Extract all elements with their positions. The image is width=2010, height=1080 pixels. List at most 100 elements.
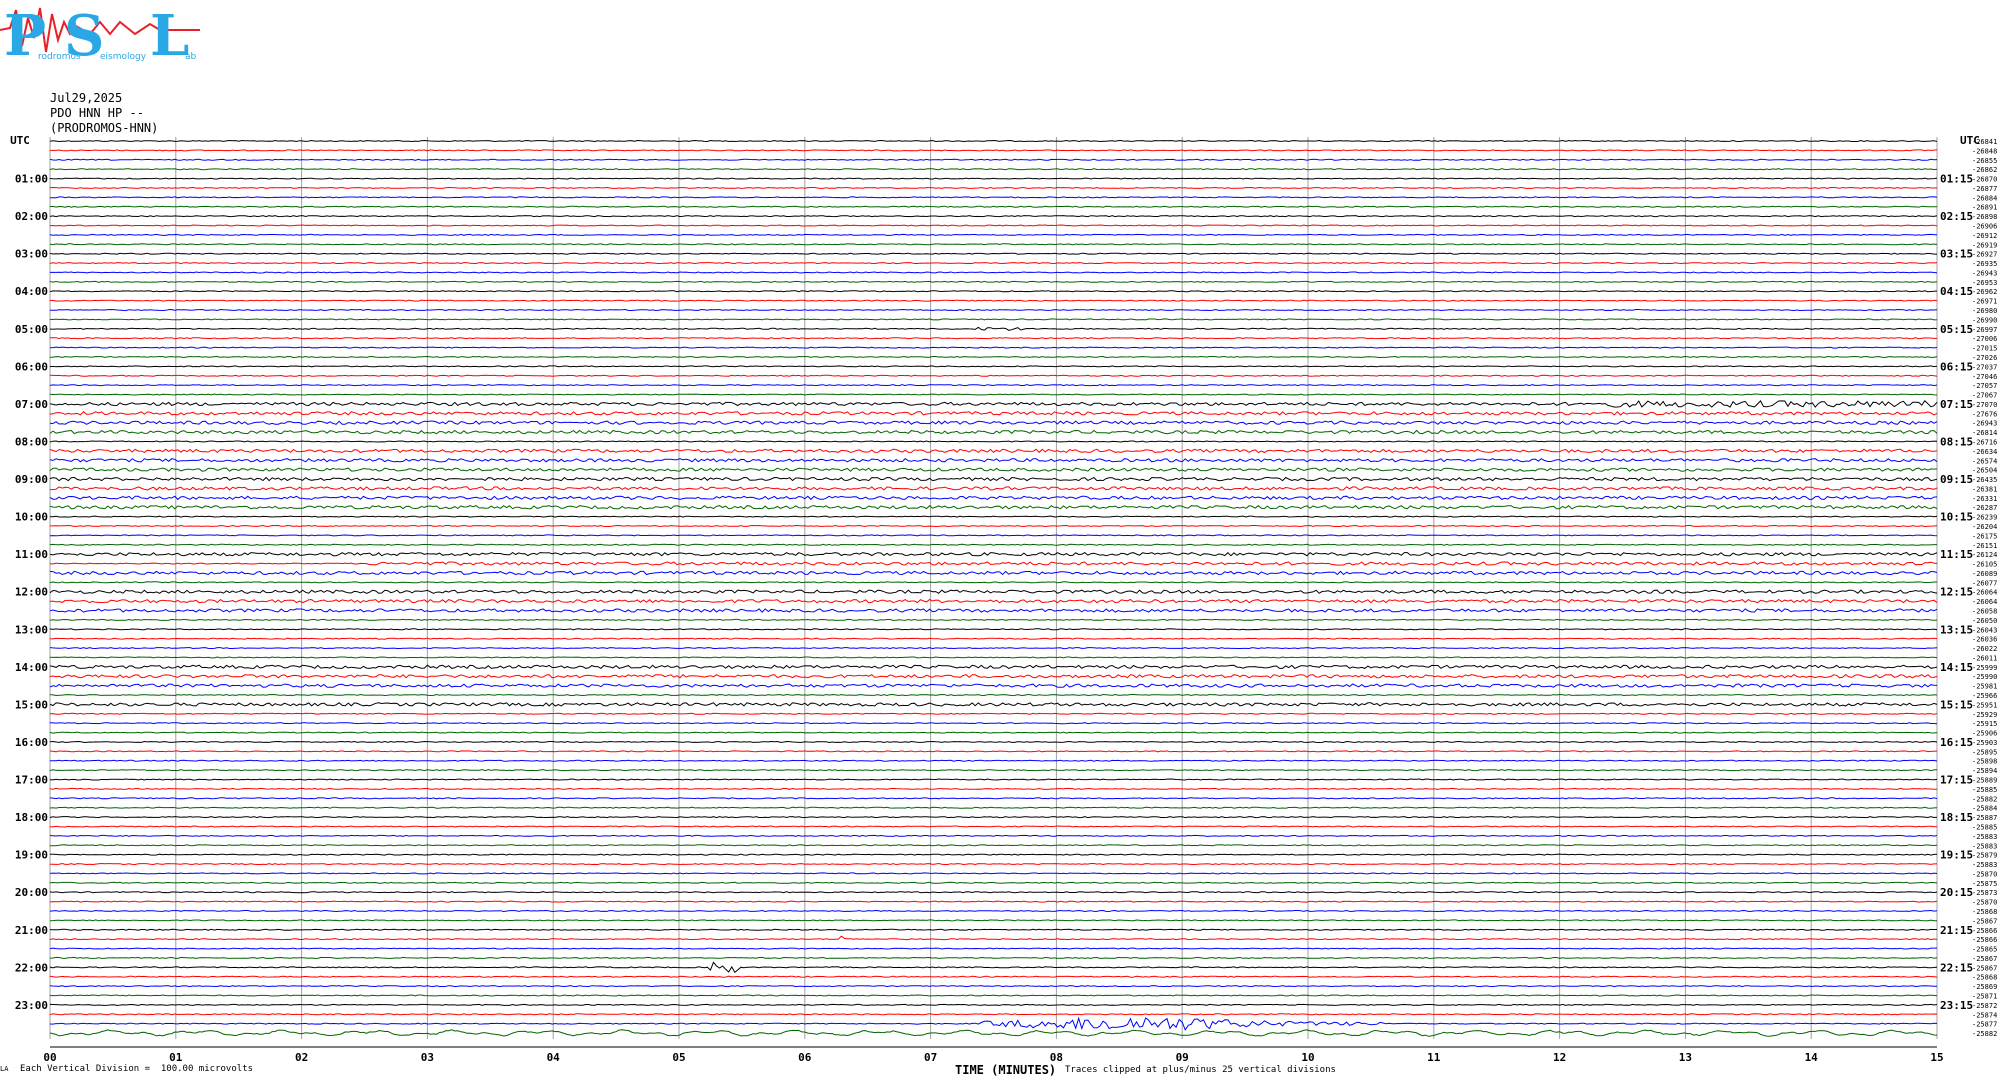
trace-line	[49, 374, 1938, 377]
line-value-label: -26962	[1972, 288, 1997, 296]
trace-line	[49, 149, 1938, 152]
hour-label-right: 13:15	[1940, 623, 1973, 636]
line-value-label: -25889	[1972, 777, 1997, 785]
trace-line	[49, 834, 1938, 837]
trace-line	[49, 702, 1938, 707]
trace-line	[49, 280, 1938, 283]
trace-line	[49, 1029, 1938, 1037]
trace-line	[49, 683, 1938, 688]
hour-label-left: 04:00	[15, 285, 48, 298]
trace-line	[49, 909, 1938, 913]
line-value-label: -26862	[1972, 166, 1997, 174]
line-value-label: -26574	[1972, 457, 1997, 465]
x-tick-label: 05	[672, 1051, 685, 1064]
trace-line	[49, 534, 1938, 537]
x-tick-label: 08	[1050, 1051, 1063, 1064]
trace-line	[49, 919, 1937, 922]
hour-label-left: 07:00	[15, 398, 48, 411]
line-value-label: -26935	[1972, 260, 1997, 268]
line-value-label: -25885	[1972, 823, 1997, 831]
trace-line	[50, 515, 1938, 518]
line-value-label: -26043	[1972, 626, 1997, 634]
trace-line	[49, 618, 1938, 621]
left-axis-utc: UTC	[10, 134, 30, 147]
x-tick-label: 01	[169, 1051, 183, 1064]
trace-line	[49, 384, 1938, 387]
trace-line	[49, 570, 1938, 576]
line-value-label: -25882	[1972, 795, 1997, 803]
hour-label-left: 02:00	[15, 210, 48, 223]
psl-logo: P rodromos S eismology L ab	[0, 0, 205, 75]
division-note: Each Vertical Division = 100.00 microvol…	[20, 1064, 253, 1074]
line-value-label: -26898	[1972, 213, 1997, 221]
hour-label-right: 22:15	[1940, 961, 1973, 974]
hour-label-left: 19:00	[15, 849, 48, 862]
trace-line	[49, 731, 1938, 734]
hour-label-left: 10:00	[15, 511, 48, 524]
trace-line	[49, 243, 1938, 246]
hour-label-right: 12:15	[1940, 586, 1973, 599]
line-value-label: -26980	[1972, 307, 1997, 315]
corner-mark: LA	[0, 1065, 9, 1073]
x-tick-label: 07	[924, 1051, 937, 1064]
clip-note: Traces clipped at plus/minus 25 vertical…	[1065, 1065, 1336, 1075]
hour-label-right: 16:15	[1940, 736, 1973, 749]
trace-line	[49, 139, 1938, 143]
trace-line	[49, 664, 1938, 670]
hour-label-left: 23:00	[15, 999, 48, 1012]
trace-line	[49, 355, 1938, 359]
trace-line	[49, 628, 1938, 631]
trace-line	[49, 308, 1938, 312]
line-value-label: -26814	[1972, 429, 1997, 437]
line-value-label: -25875	[1972, 880, 1997, 888]
logo-word-3: ab	[185, 52, 197, 62]
line-value-label: -26050	[1972, 617, 1997, 625]
header-date: Jul29,2025	[50, 91, 123, 105]
line-value-label: -25898	[1972, 758, 1997, 766]
trace-line	[49, 318, 1938, 321]
line-value-label: -25885	[1972, 786, 1997, 794]
trace-line	[49, 224, 1938, 227]
line-value-label: -25873	[1972, 889, 1997, 897]
trace-line	[49, 400, 1938, 408]
trace-line	[49, 598, 1938, 604]
line-value-label: -25870	[1972, 899, 1997, 907]
line-value-label: -25883	[1972, 833, 1997, 841]
trace-line	[49, 816, 1938, 819]
trace-line	[49, 486, 1938, 491]
line-value-label: -25871	[1972, 992, 1997, 1000]
line-value-label: -25883	[1972, 861, 1997, 869]
line-value-label: -25915	[1972, 720, 1997, 728]
trace-line	[49, 608, 1938, 613]
hour-label-left: 11:00	[15, 548, 48, 561]
line-value-label: -26953	[1972, 279, 1997, 287]
line-value-label: -26151	[1972, 542, 1997, 550]
hour-label-right: 01:15	[1940, 173, 1973, 186]
line-value-label: -25868	[1972, 908, 1997, 916]
header-station-name: (PRODROMOS-HNN)	[50, 121, 159, 135]
line-value-label: -27006	[1972, 335, 1997, 343]
line-value-label: -25906	[1972, 730, 1997, 738]
line-value-label: -26022	[1972, 645, 1997, 653]
x-tick-label: 06	[798, 1051, 812, 1064]
hour-label-left: 13:00	[15, 623, 48, 636]
trace-line	[49, 448, 1938, 454]
trace-line	[49, 722, 1938, 725]
line-value-label: -26906	[1972, 223, 1997, 231]
line-value-label: -25867	[1972, 955, 1997, 963]
trace-line	[50, 853, 1938, 856]
line-value-label: -26877	[1972, 185, 1997, 193]
line-value-label: -25883	[1972, 842, 1997, 850]
trace-line	[49, 589, 1938, 594]
line-value-label: -26943	[1972, 269, 1997, 277]
line-value-label: -25866	[1972, 936, 1997, 944]
line-value-label: -25870	[1972, 870, 1997, 878]
line-value-label: -25866	[1972, 927, 1997, 935]
hour-label-right: 20:15	[1940, 886, 1973, 899]
x-tick-label: 09	[1176, 1051, 1189, 1064]
trace-line	[49, 411, 1938, 416]
trace-line	[49, 947, 1937, 950]
line-value-label: -25903	[1972, 739, 1997, 747]
line-value-label: -25874	[1972, 1011, 1997, 1019]
